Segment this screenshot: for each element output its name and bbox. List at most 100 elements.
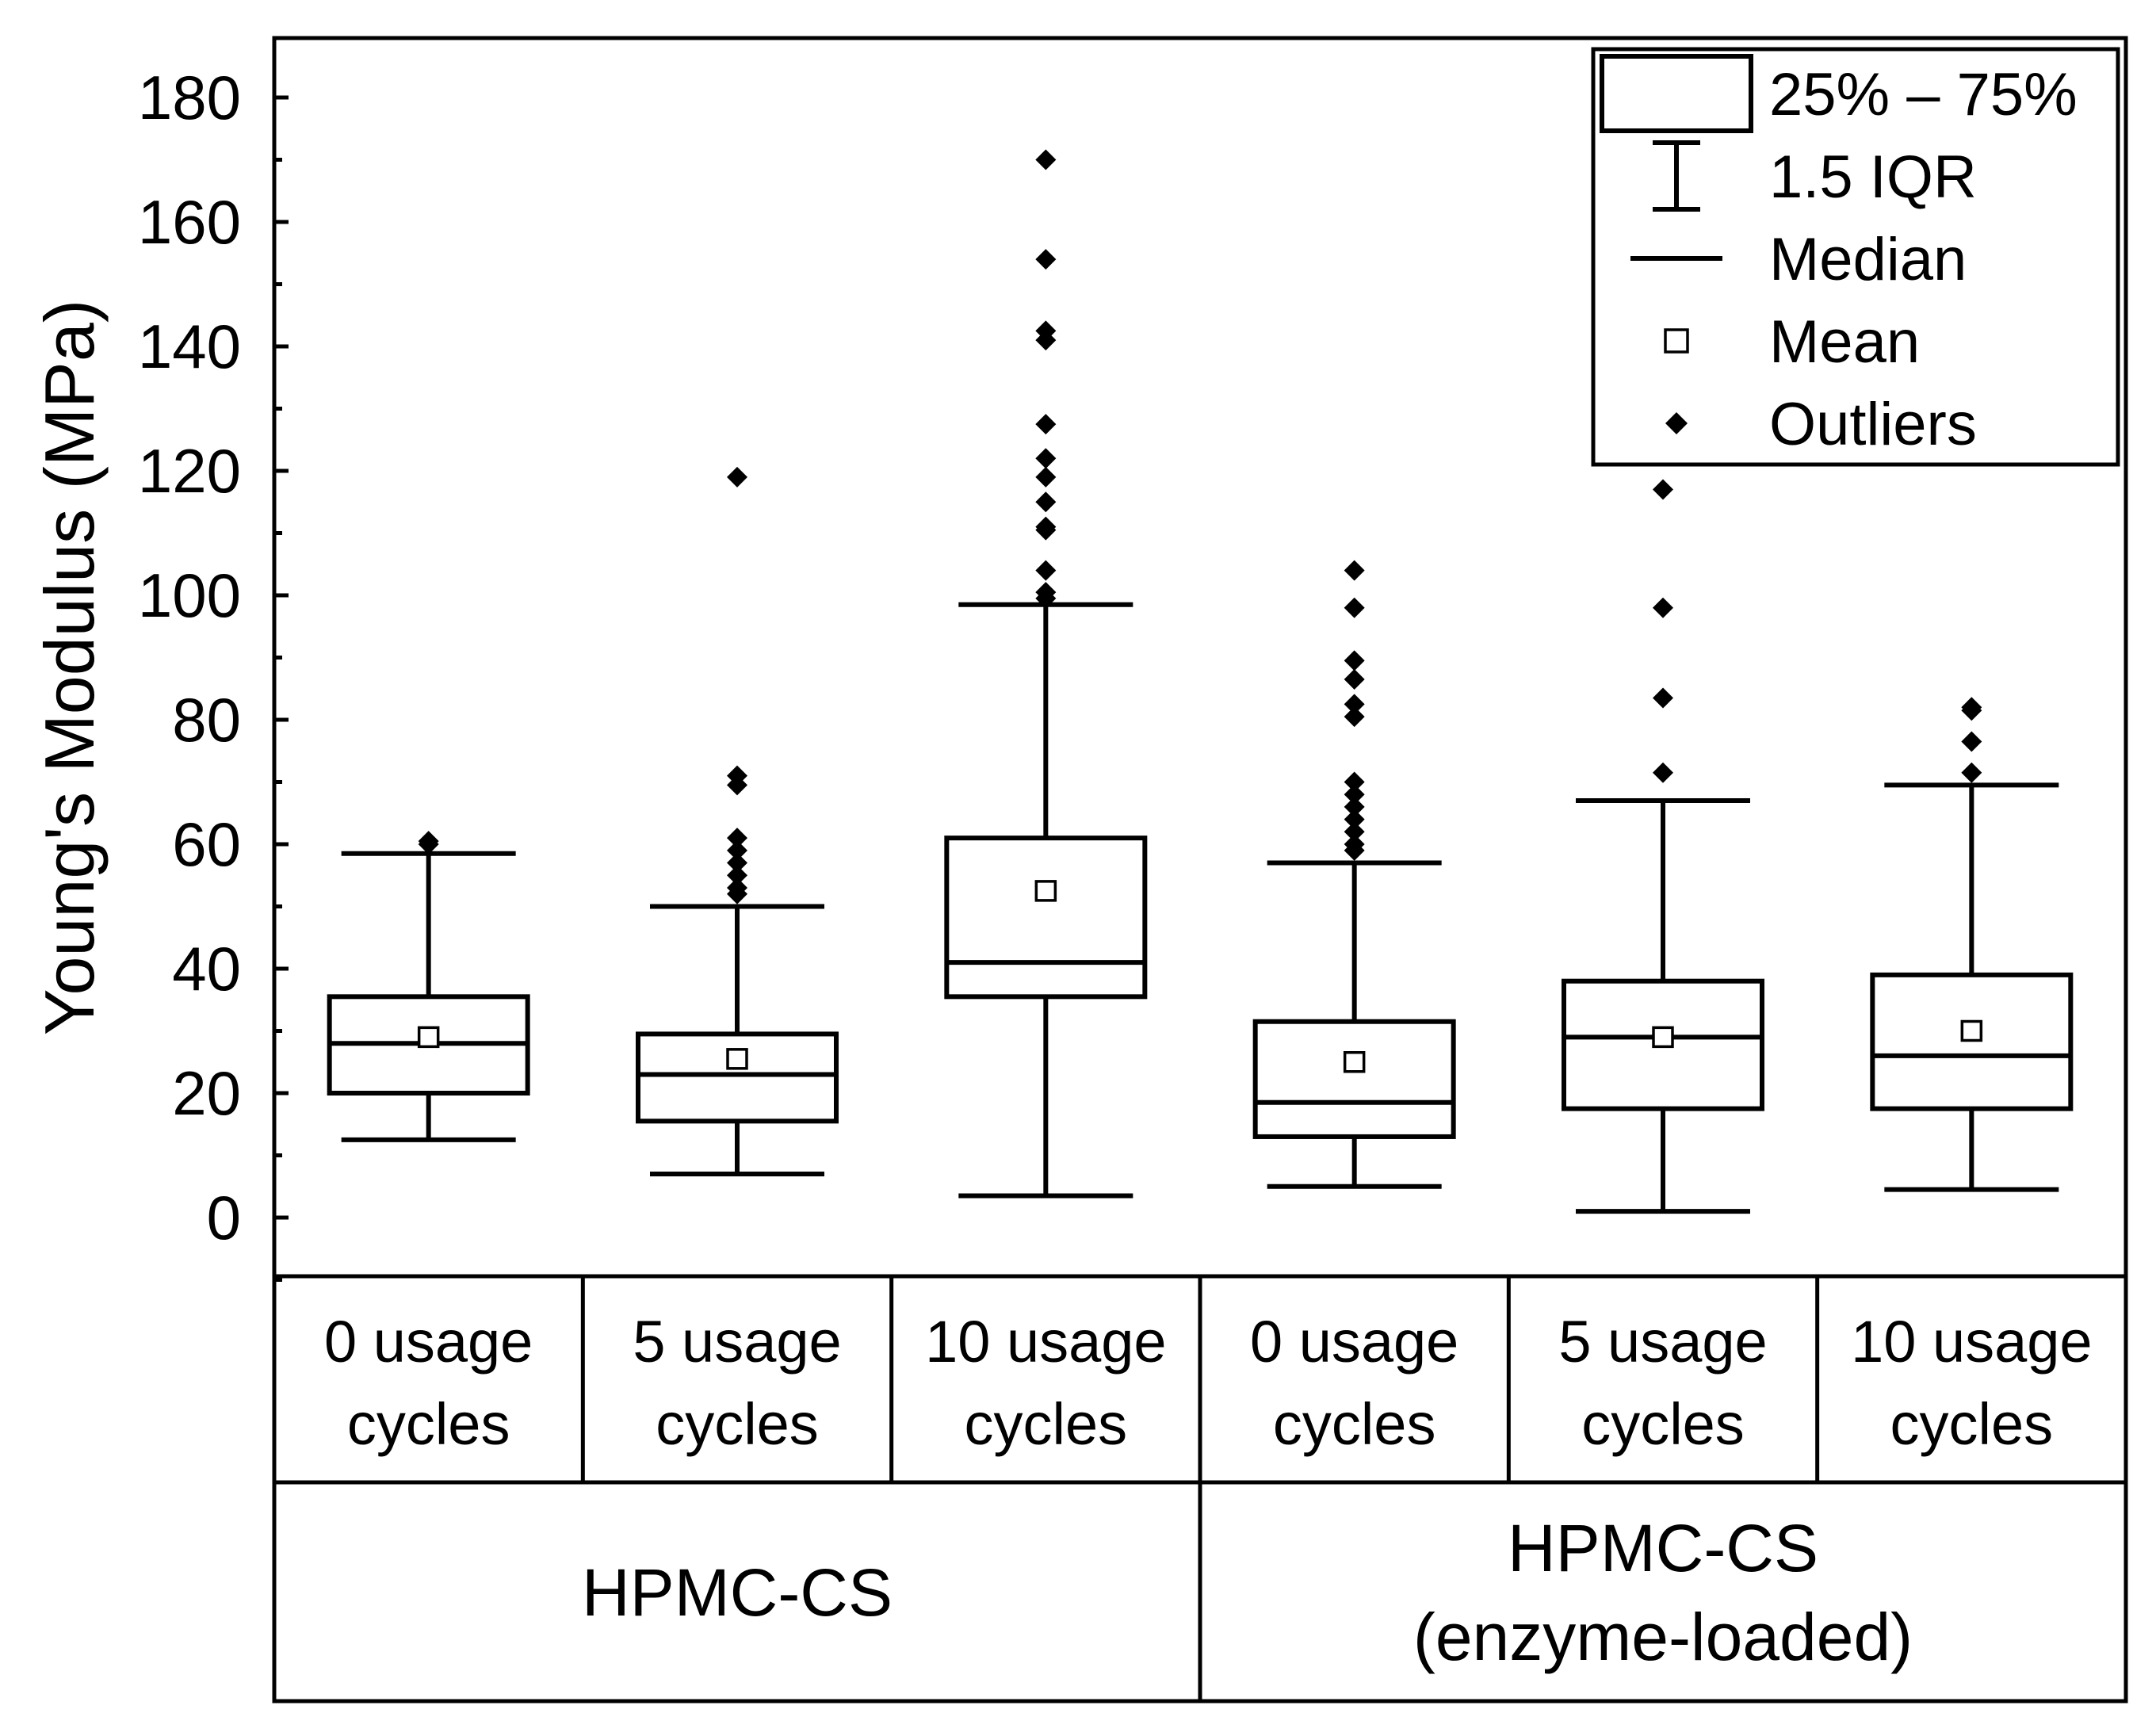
outlier-point (1344, 597, 1365, 618)
category-label-line: cycles (965, 1391, 1128, 1457)
outlier-point (1961, 697, 1982, 718)
outlier-point (1961, 762, 1982, 783)
y-tick-label: 120 (138, 436, 241, 506)
outlier-point (727, 466, 747, 488)
legend-label: Median (1769, 226, 1967, 293)
group-label-line: (enzyme-loaded) (1413, 1600, 1913, 1674)
box-group (327, 831, 530, 1142)
outlier-point (1344, 784, 1365, 805)
outlier-point (1035, 448, 1057, 469)
legend-mean-symbol (1664, 328, 1689, 354)
iqr-box (944, 835, 1148, 1000)
mean-marker (1034, 880, 1057, 902)
outlier-point (1961, 731, 1982, 752)
y-tick-label: 20 (172, 1058, 241, 1128)
category-label-line: cycles (1581, 1391, 1745, 1457)
category-label: 0 usage cycles (324, 1309, 533, 1457)
mean-marker (1652, 1026, 1674, 1049)
legend-label: Mean (1769, 308, 1920, 376)
outlier-point (1344, 706, 1365, 728)
outlier-point (1344, 796, 1365, 817)
y-tick-label: 40 (172, 934, 241, 1004)
group-label-line: HPMC-CS (1508, 1511, 1818, 1585)
box-series (327, 149, 2074, 1214)
outlier-point (727, 839, 747, 861)
box-group (944, 149, 1148, 1199)
outlier-point (1035, 320, 1057, 342)
y-tick-label: 80 (172, 685, 241, 755)
outlier-point (1035, 414, 1057, 435)
box-group (1252, 560, 1456, 1189)
outlier-point (1035, 149, 1057, 170)
category-label-line: cycles (1273, 1391, 1436, 1457)
category-label: 0 usage cycles (1250, 1309, 1458, 1457)
outlier-point (1344, 694, 1365, 715)
outlier-point (1035, 582, 1057, 603)
outlier-point (1344, 809, 1365, 830)
outlier-point (1653, 762, 1673, 783)
group-label: HPMC-CS (enzyme-loaded) (1413, 1511, 1913, 1674)
box-group (636, 466, 839, 1177)
outlier-point (1653, 597, 1673, 618)
legend-box-symbol (1600, 54, 1753, 133)
outlier-point (1653, 479, 1673, 500)
iqr-box (636, 1031, 839, 1124)
mean-marker (726, 1048, 748, 1070)
category-label-line: 5 usage (1558, 1309, 1767, 1375)
category-label-line: 0 usage (1250, 1309, 1458, 1375)
category-label-line: 10 usage (925, 1309, 1167, 1375)
y-axis: 0 20 40 60 80 100 120 140 160 180 (138, 63, 289, 1282)
mean-marker (417, 1026, 440, 1049)
y-tick-label: 140 (138, 312, 241, 381)
outlier-point (1035, 560, 1057, 581)
outlier-point (727, 852, 747, 874)
outlier-point (418, 831, 439, 852)
outlier-point (727, 828, 747, 849)
outlier-point (1035, 516, 1057, 537)
y-tick-label: 180 (138, 63, 241, 132)
iqr-box (1870, 972, 2074, 1111)
legend-label: 1.5 IQR (1769, 143, 1977, 211)
category-label-line: 0 usage (324, 1309, 533, 1375)
outlier-point (727, 877, 747, 898)
category-table: 0 usage cycles 5 usage cycles 10 usage cycles… (272, 1274, 2128, 1703)
category-label: 5 usage cycles (1558, 1309, 1767, 1457)
outlier-point (1344, 668, 1365, 690)
outlier-point (727, 765, 747, 786)
outlier-point (1653, 687, 1673, 709)
category-label-line: cycles (347, 1391, 510, 1457)
mean-marker (1960, 1019, 1983, 1042)
legend-outlier-symbol (1665, 412, 1688, 434)
category-label-line: cycles (656, 1391, 819, 1457)
y-tick-label: 100 (138, 560, 241, 630)
category-label: 5 usage cycles (633, 1309, 841, 1457)
outlier-point (727, 865, 747, 886)
y-tick-label: 0 (207, 1183, 241, 1252)
outlier-point (1035, 249, 1057, 270)
iqr-box (1252, 1019, 1456, 1139)
y-tick-label: 160 (138, 187, 241, 257)
group-label: HPMC-CS (582, 1555, 893, 1630)
legend-label: Outliers (1769, 391, 1977, 458)
category-label: 10 usage cycles (1851, 1309, 2093, 1457)
outlier-point (1035, 491, 1057, 513)
group-label-line: HPMC-CS (582, 1555, 893, 1630)
outlier-point (1344, 834, 1365, 855)
y-tick-label: 60 (172, 809, 241, 879)
category-label-line: 5 usage (633, 1309, 841, 1375)
box-group (1870, 697, 2074, 1192)
outlier-point (1035, 466, 1057, 488)
category-label-line: cycles (1890, 1391, 2054, 1457)
legend: 25% – 75% 1.5 IQR Median Mean Outliers (1591, 47, 2120, 467)
mean-marker (1343, 1051, 1366, 1073)
outlier-point (1344, 821, 1365, 843)
outlier-point (1344, 771, 1365, 793)
category-label: 10 usage cycles (925, 1309, 1167, 1457)
y-axis-title: Young's Modulus (MPa) (30, 300, 109, 1035)
box-group (1562, 479, 1764, 1214)
category-label-line: 10 usage (1851, 1309, 2093, 1375)
legend-label: 25% – 75% (1769, 61, 2078, 128)
outlier-point (1344, 650, 1365, 671)
outlier-point (1344, 560, 1365, 581)
